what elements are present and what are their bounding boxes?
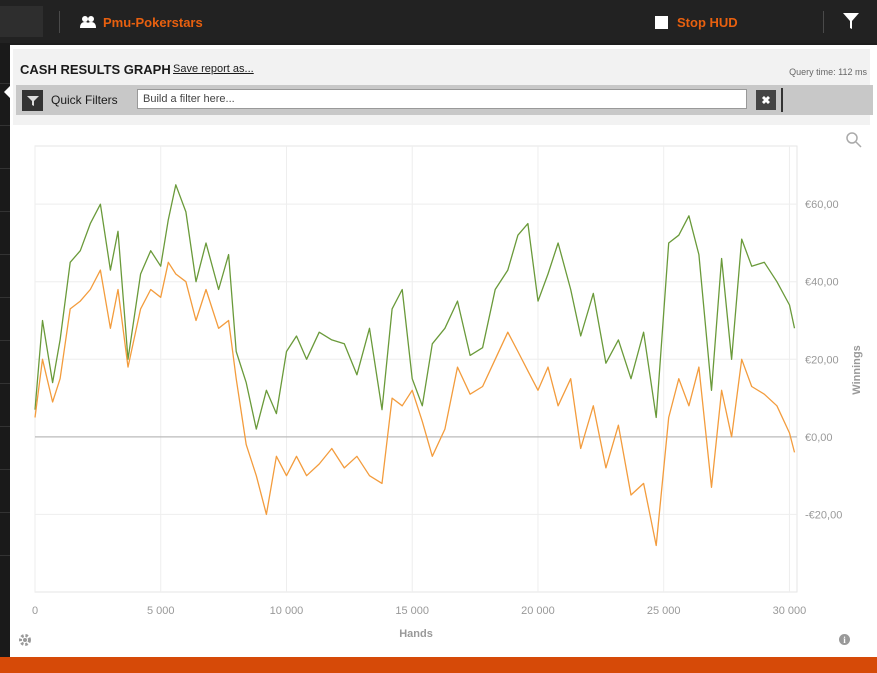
- x-tick-label: 30 000: [773, 605, 807, 617]
- y-axis: -€20,00 €0,00 €20,00 €40,00 €60,00: [805, 199, 842, 521]
- menu-block[interactable]: [0, 6, 43, 37]
- filter-input[interactable]: [137, 89, 747, 109]
- query-time: Query time: 112 ms: [789, 67, 867, 77]
- x-axis-label: Hands: [399, 628, 433, 640]
- info-icon[interactable]: i: [839, 634, 850, 645]
- separator: [823, 11, 824, 33]
- close-icon: ✖: [761, 94, 771, 107]
- separator: [59, 11, 60, 33]
- funnel-icon[interactable]: [842, 11, 860, 31]
- series-layer: [34, 184, 796, 547]
- quick-filters-label: Quick Filters: [51, 93, 118, 107]
- chart-grid: [34, 145, 798, 593]
- stop-icon: [655, 15, 668, 29]
- left-sidebar: [0, 43, 10, 657]
- stop-hud-button[interactable]: Stop HUD: [655, 13, 738, 31]
- clear-filter-button[interactable]: ✖: [756, 90, 776, 110]
- x-tick-label: 0: [32, 605, 38, 617]
- sidebar-pointer: [4, 86, 10, 98]
- series-line-1: [34, 184, 796, 430]
- site-selector[interactable]: Pmu-Pokerstars: [80, 13, 203, 31]
- x-tick-label: 5 000: [147, 605, 175, 617]
- filter-bar-divider: [781, 88, 783, 112]
- report-title: CASH RESULTS GRAPH: [20, 62, 171, 77]
- x-tick-label: 10 000: [270, 605, 304, 617]
- report-header: CASH RESULTS GRAPH Save report as... Que…: [13, 49, 873, 125]
- save-report-link[interactable]: Save report as...: [173, 63, 254, 75]
- y-tick-label: €0,00: [805, 432, 833, 444]
- zoom-icon[interactable]: [846, 132, 862, 148]
- top-bar: Pmu-Pokerstars Stop HUD: [0, 0, 877, 43]
- y-tick-label: €40,00: [805, 277, 839, 289]
- x-tick-label: 15 000: [395, 605, 429, 617]
- funnel-icon: [26, 95, 39, 106]
- quick-filter-bar: Quick Filters ✖: [16, 85, 873, 115]
- y-tick-label: -€20,00: [805, 509, 842, 521]
- y-tick-label: €20,00: [805, 354, 839, 366]
- site-name: Pmu-Pokerstars: [103, 14, 203, 30]
- y-axis-label: Winnings: [851, 345, 863, 394]
- bottom-bar: [0, 657, 877, 673]
- x-tick-label: 20 000: [521, 605, 555, 617]
- filter-button[interactable]: [22, 90, 43, 111]
- y-tick-label: €60,00: [805, 199, 839, 211]
- gear-icon[interactable]: [18, 633, 32, 647]
- plot-area: [34, 145, 798, 593]
- x-tick-label: 25 000: [647, 605, 681, 617]
- stop-hud-label: Stop HUD: [677, 14, 738, 30]
- users-icon: [80, 16, 96, 28]
- series-line-2: [34, 261, 796, 547]
- x-axis: 0 5 000 10 000 15 000 20 000 25 000 30 000: [32, 605, 806, 617]
